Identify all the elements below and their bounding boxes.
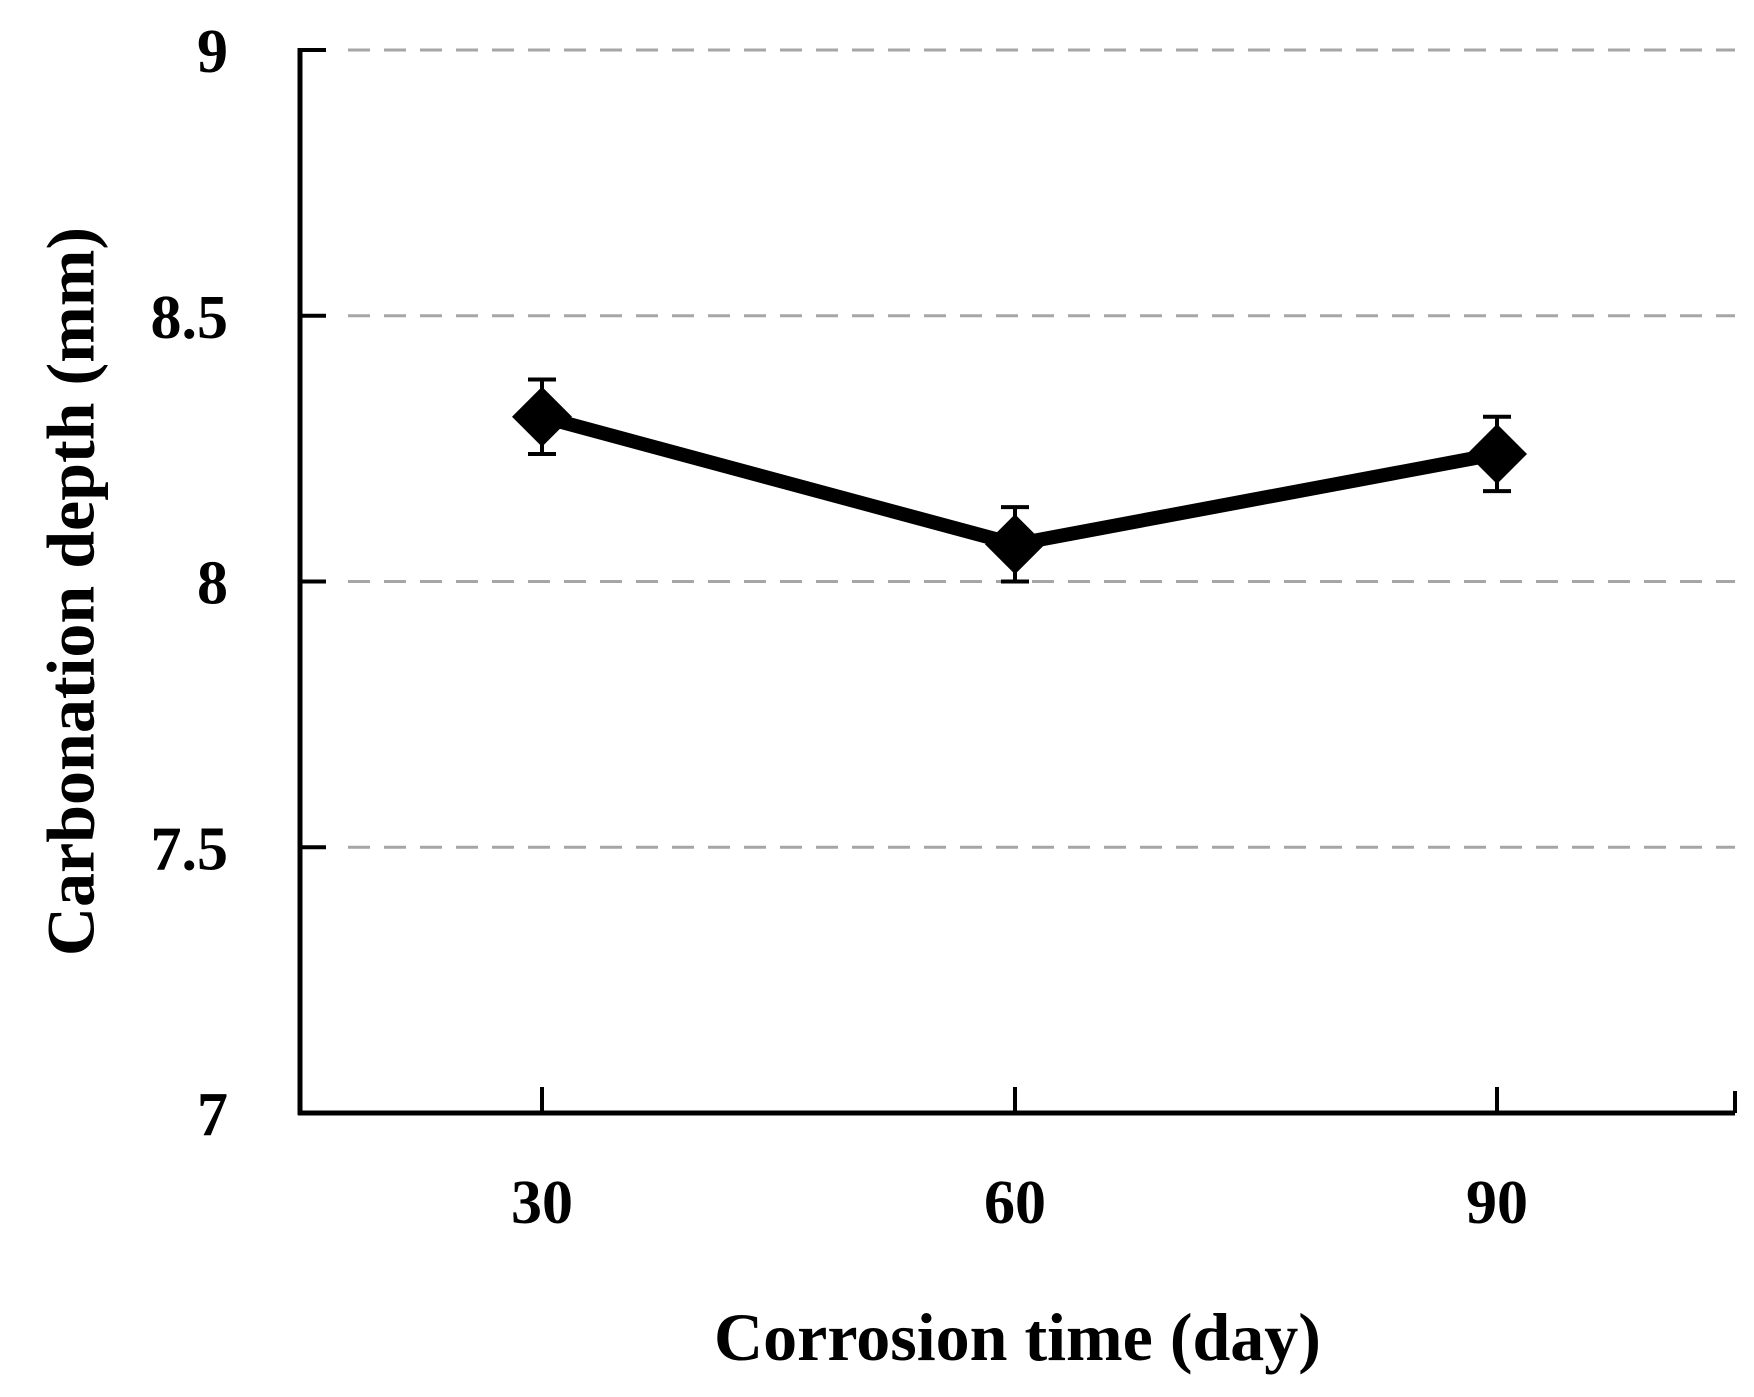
data-point <box>985 505 1045 584</box>
y-tick-label: 8 <box>197 550 228 618</box>
diamond-marker <box>985 514 1045 575</box>
y-tick-label: 8.5 <box>151 284 229 352</box>
gridlines <box>348 48 1735 849</box>
y-tick-label: 7 <box>197 1081 228 1149</box>
diamond-marker <box>1467 423 1527 484</box>
data-series <box>512 377 1527 584</box>
x-tick-label: 30 <box>511 1169 573 1237</box>
diamond-marker <box>512 386 572 447</box>
y-ticks: 7 7.5 8 8.5 9 <box>151 18 326 1149</box>
x-tick-label: 90 <box>1466 1169 1528 1237</box>
x-ticks: 30 60 90 <box>511 1087 1737 1237</box>
y-tick-label: 7.5 <box>151 815 229 883</box>
y-tick-label: 9 <box>197 18 228 86</box>
data-point <box>512 377 572 456</box>
data-point <box>1467 414 1527 494</box>
x-axis-title: Corrosion time (day) <box>714 1299 1321 1375</box>
x-tick-label: 60 <box>984 1169 1046 1237</box>
y-axis-title: Carbonation depth (mm) <box>33 227 109 956</box>
